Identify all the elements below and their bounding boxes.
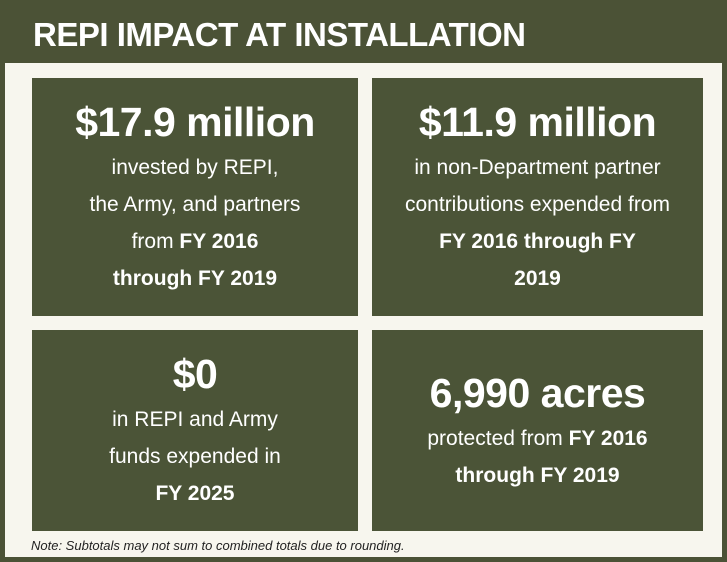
- text-line: contributions expended from: [405, 186, 670, 223]
- text-line: invested by REPI,: [112, 149, 279, 186]
- text-line: 2019: [514, 260, 561, 297]
- text: contributions expended from: [405, 193, 670, 216]
- text: funds expended in: [109, 445, 281, 468]
- text-line: in non-Department partner: [414, 149, 660, 186]
- text-line: through FY 2019: [455, 457, 619, 494]
- text-line: FY 2016 through FY: [439, 223, 636, 260]
- text-line: through FY 2019: [113, 260, 277, 297]
- text-line: FY 2025: [155, 475, 234, 512]
- text-line: protected from FY 2016: [427, 420, 647, 457]
- text: in non-Department partner: [414, 156, 661, 179]
- bold-text: FY 2016 through FY: [439, 230, 636, 253]
- text-line: from FY 2016: [132, 223, 259, 260]
- bold-text: FY 2016: [568, 426, 648, 450]
- text: protected from: [427, 426, 569, 450]
- bold-text: FY 2025: [155, 482, 235, 505]
- text: invested by REPI,: [111, 156, 279, 179]
- text-line: in REPI and Army: [112, 401, 278, 438]
- bold-text: 2019: [514, 267, 561, 290]
- text: the Army, and partners: [89, 193, 301, 216]
- stat-card: $17.9 million invested by REPI, the Army, …: [32, 78, 358, 316]
- header-band: REPI IMPACT AT INSTALLATION: [5, 5, 722, 63]
- stat-card: 6,990 acres protected from FY 2016 through…: [372, 330, 703, 531]
- stat-card: $0 in REPI and Army funds expended in FY 20…: [32, 330, 358, 531]
- text-line: funds expended in: [109, 438, 281, 475]
- bold-text: through FY 2019: [455, 463, 620, 487]
- stat-card: $11.9 million in non-Department partner co…: [372, 78, 703, 316]
- headline: $0: [172, 351, 218, 397]
- text: from: [131, 230, 180, 253]
- headline: $17.9 million: [75, 99, 315, 145]
- headline: $11.9 million: [418, 99, 657, 145]
- bold-text: FY 2016: [179, 230, 259, 253]
- text-line: the Army, and partners: [90, 186, 301, 223]
- text: in REPI and Army: [112, 408, 278, 431]
- headline: 6,990 acres: [429, 369, 646, 416]
- bold-text: through FY 2019: [112, 267, 278, 290]
- note: Note: Subtotals may not sum to combined …: [31, 538, 405, 553]
- title: REPI IMPACT AT INSTALLATION: [33, 16, 526, 53]
